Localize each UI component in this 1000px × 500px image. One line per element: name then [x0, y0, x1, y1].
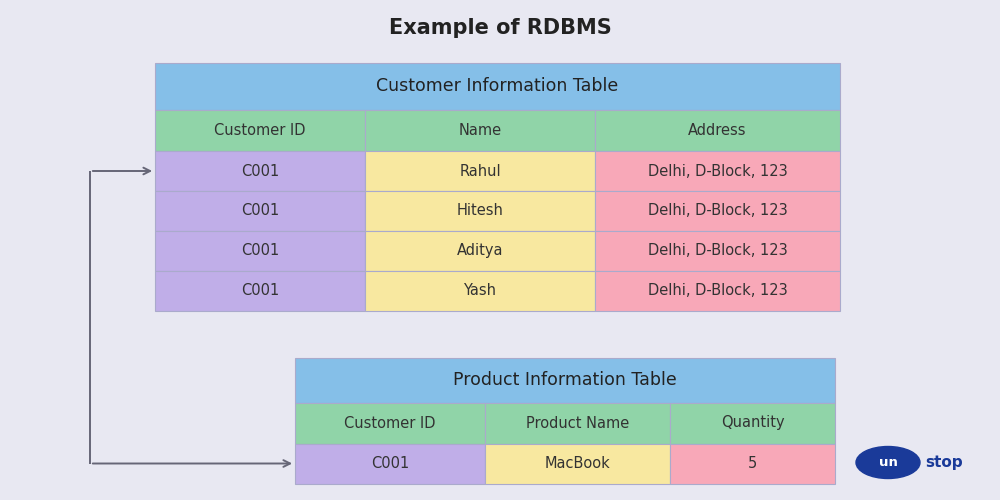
Text: un: un — [879, 456, 897, 469]
FancyBboxPatch shape — [670, 402, 835, 444]
Text: Delhi, D-Block, 123: Delhi, D-Block, 123 — [648, 284, 787, 298]
FancyBboxPatch shape — [595, 110, 840, 151]
Text: Name: Name — [458, 123, 502, 138]
FancyBboxPatch shape — [155, 271, 365, 311]
Text: Customer Information Table: Customer Information Table — [376, 77, 619, 95]
Circle shape — [856, 446, 920, 478]
FancyBboxPatch shape — [365, 110, 595, 151]
FancyBboxPatch shape — [155, 151, 365, 191]
Text: Customer ID: Customer ID — [214, 123, 306, 138]
Text: Aditya: Aditya — [457, 244, 503, 258]
FancyBboxPatch shape — [595, 271, 840, 311]
FancyBboxPatch shape — [670, 444, 835, 484]
Text: Rahul: Rahul — [459, 164, 501, 178]
Text: Product Information Table: Product Information Table — [453, 371, 677, 389]
Text: C001: C001 — [241, 284, 279, 298]
Text: 5: 5 — [748, 456, 757, 471]
FancyBboxPatch shape — [365, 231, 595, 271]
FancyBboxPatch shape — [295, 358, 835, 403]
Text: Hitesh: Hitesh — [457, 204, 503, 218]
Text: C001: C001 — [241, 244, 279, 258]
FancyBboxPatch shape — [295, 444, 485, 484]
Text: C001: C001 — [241, 164, 279, 178]
FancyBboxPatch shape — [365, 271, 595, 311]
Text: Customer ID: Customer ID — [344, 416, 436, 430]
FancyBboxPatch shape — [155, 231, 365, 271]
Text: MacBook: MacBook — [545, 456, 610, 471]
FancyBboxPatch shape — [155, 110, 365, 151]
FancyBboxPatch shape — [485, 444, 670, 484]
FancyBboxPatch shape — [485, 402, 670, 444]
Text: Product Name: Product Name — [526, 416, 629, 430]
Text: stop: stop — [925, 455, 963, 470]
FancyBboxPatch shape — [595, 191, 840, 231]
FancyBboxPatch shape — [295, 402, 485, 444]
Text: Address: Address — [688, 123, 747, 138]
FancyBboxPatch shape — [365, 151, 595, 191]
FancyBboxPatch shape — [595, 231, 840, 271]
FancyBboxPatch shape — [595, 151, 840, 191]
Text: C001: C001 — [371, 456, 409, 471]
Text: Delhi, D-Block, 123: Delhi, D-Block, 123 — [648, 244, 787, 258]
Text: Example of RDBMS: Example of RDBMS — [389, 18, 611, 38]
Text: C001: C001 — [241, 204, 279, 218]
Text: Delhi, D-Block, 123: Delhi, D-Block, 123 — [648, 204, 787, 218]
Text: Quantity: Quantity — [721, 416, 784, 430]
FancyBboxPatch shape — [155, 191, 365, 231]
FancyBboxPatch shape — [365, 191, 595, 231]
Text: Yash: Yash — [464, 284, 496, 298]
Text: Delhi, D-Block, 123: Delhi, D-Block, 123 — [648, 164, 787, 178]
FancyBboxPatch shape — [155, 62, 840, 110]
